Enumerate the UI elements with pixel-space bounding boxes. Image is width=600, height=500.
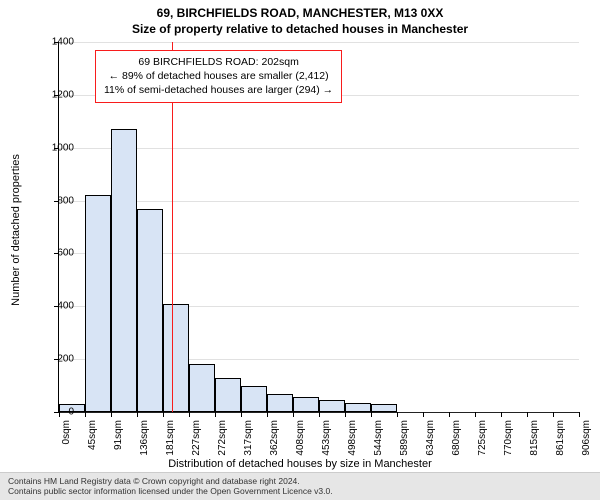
- x-tick-label: 906sqm: [581, 420, 592, 456]
- y-tick-label: 800: [34, 195, 74, 206]
- histogram-bar: [163, 304, 189, 412]
- x-tick-mark: [423, 412, 424, 417]
- x-tick-mark: [501, 412, 502, 417]
- annotation-line-2: ← 89% of detached houses are smaller (2,…: [104, 69, 333, 83]
- x-tick-mark: [163, 412, 164, 417]
- y-tick-label: 0: [34, 407, 74, 418]
- x-tick-label: 317sqm: [243, 420, 254, 456]
- attribution-footer: Contains HM Land Registry data © Crown c…: [0, 472, 600, 500]
- histogram-bar: [267, 394, 293, 413]
- x-tick-mark: [527, 412, 528, 417]
- y-tick-label: 400: [34, 301, 74, 312]
- y-tick-label: 1000: [34, 142, 74, 153]
- y-tick-label: 1400: [34, 37, 74, 48]
- x-tick-mark: [449, 412, 450, 417]
- x-tick-label: 181sqm: [165, 420, 176, 456]
- chart-supertitle: 69, BIRCHFIELDS ROAD, MANCHESTER, M13 0X…: [0, 0, 600, 20]
- y-tick-label: 600: [34, 248, 74, 259]
- chart-title: Size of property relative to detached ho…: [0, 20, 600, 36]
- x-axis-label: Distribution of detached houses by size …: [0, 458, 600, 470]
- x-tick-label: 634sqm: [425, 420, 436, 456]
- x-tick-label: 815sqm: [529, 420, 540, 456]
- x-tick-label: 544sqm: [373, 420, 384, 456]
- annotation-line-1: 69 BIRCHFIELDS ROAD: 202sqm: [104, 55, 333, 69]
- x-tick-mark: [293, 412, 294, 417]
- x-tick-label: 589sqm: [399, 420, 410, 456]
- x-tick-label: 45sqm: [87, 420, 98, 450]
- histogram-bar: [215, 378, 241, 412]
- footer-line-2: Contains public sector information licen…: [8, 486, 592, 497]
- histogram-bar: [319, 400, 345, 412]
- x-tick-label: 770sqm: [503, 420, 514, 456]
- annotation-box: 69 BIRCHFIELDS ROAD: 202sqm← 89% of deta…: [95, 50, 342, 103]
- histogram-bar: [293, 397, 319, 412]
- histogram-bar: [241, 386, 267, 412]
- histogram-bar: [371, 404, 397, 412]
- annotation-line-3: 11% of semi-detached houses are larger (…: [104, 83, 333, 97]
- y-tick-label: 200: [34, 354, 74, 365]
- x-tick-label: 227sqm: [191, 420, 202, 456]
- x-tick-label: 362sqm: [269, 420, 280, 456]
- histogram-bar: [137, 209, 163, 413]
- x-tick-label: 453sqm: [321, 420, 332, 456]
- x-tick-mark: [215, 412, 216, 417]
- y-axis-label: Number of detached properties: [10, 154, 22, 306]
- x-tick-label: 136sqm: [139, 420, 150, 456]
- x-tick-mark: [371, 412, 372, 417]
- x-tick-mark: [397, 412, 398, 417]
- histogram-bar: [111, 129, 137, 412]
- x-tick-mark: [241, 412, 242, 417]
- grid-line: [59, 42, 579, 43]
- x-tick-mark: [553, 412, 554, 417]
- x-tick-mark: [111, 412, 112, 417]
- grid-line: [59, 201, 579, 202]
- y-tick-label: 1200: [34, 89, 74, 100]
- x-tick-mark: [189, 412, 190, 417]
- x-tick-mark: [319, 412, 320, 417]
- x-tick-label: 0sqm: [61, 420, 72, 444]
- x-tick-mark: [267, 412, 268, 417]
- footer-line-1: Contains HM Land Registry data © Crown c…: [8, 476, 592, 487]
- chart-area: 69 BIRCHFIELDS ROAD: 202sqm← 89% of deta…: [58, 42, 578, 412]
- x-tick-label: 272sqm: [217, 420, 228, 456]
- x-tick-mark: [85, 412, 86, 417]
- grid-line: [59, 148, 579, 149]
- x-tick-label: 725sqm: [477, 420, 488, 456]
- x-tick-mark: [137, 412, 138, 417]
- x-tick-mark: [475, 412, 476, 417]
- histogram-bar: [85, 195, 111, 412]
- plot-region: 69 BIRCHFIELDS ROAD: 202sqm← 89% of deta…: [58, 42, 579, 413]
- x-tick-label: 498sqm: [347, 420, 358, 456]
- x-tick-label: 680sqm: [451, 420, 462, 456]
- x-tick-mark: [345, 412, 346, 417]
- histogram-bar: [189, 364, 215, 412]
- histogram-bar: [345, 403, 371, 412]
- x-tick-mark: [579, 412, 580, 417]
- x-tick-label: 91sqm: [113, 420, 124, 450]
- x-tick-label: 861sqm: [555, 420, 566, 456]
- x-tick-label: 408sqm: [295, 420, 306, 456]
